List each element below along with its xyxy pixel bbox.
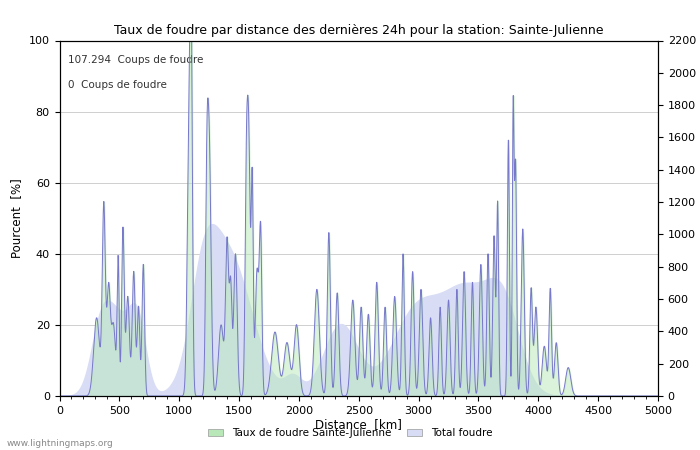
Text: www.lightningmaps.org: www.lightningmaps.org: [7, 439, 113, 448]
Text: 0  Coups de foudre: 0 Coups de foudre: [69, 80, 167, 90]
Y-axis label: Pourcent  [%]: Pourcent [%]: [10, 178, 23, 258]
X-axis label: Distance  [km]: Distance [km]: [315, 418, 402, 432]
Legend: Taux de foudre Sainte-Julienne, Total foudre: Taux de foudre Sainte-Julienne, Total fo…: [204, 424, 496, 442]
Text: 107.294  Coups de foudre: 107.294 Coups de foudre: [69, 55, 204, 65]
Title: Taux de foudre par distance des dernières 24h pour la station: Sainte-Julienne: Taux de foudre par distance des dernière…: [114, 23, 603, 36]
